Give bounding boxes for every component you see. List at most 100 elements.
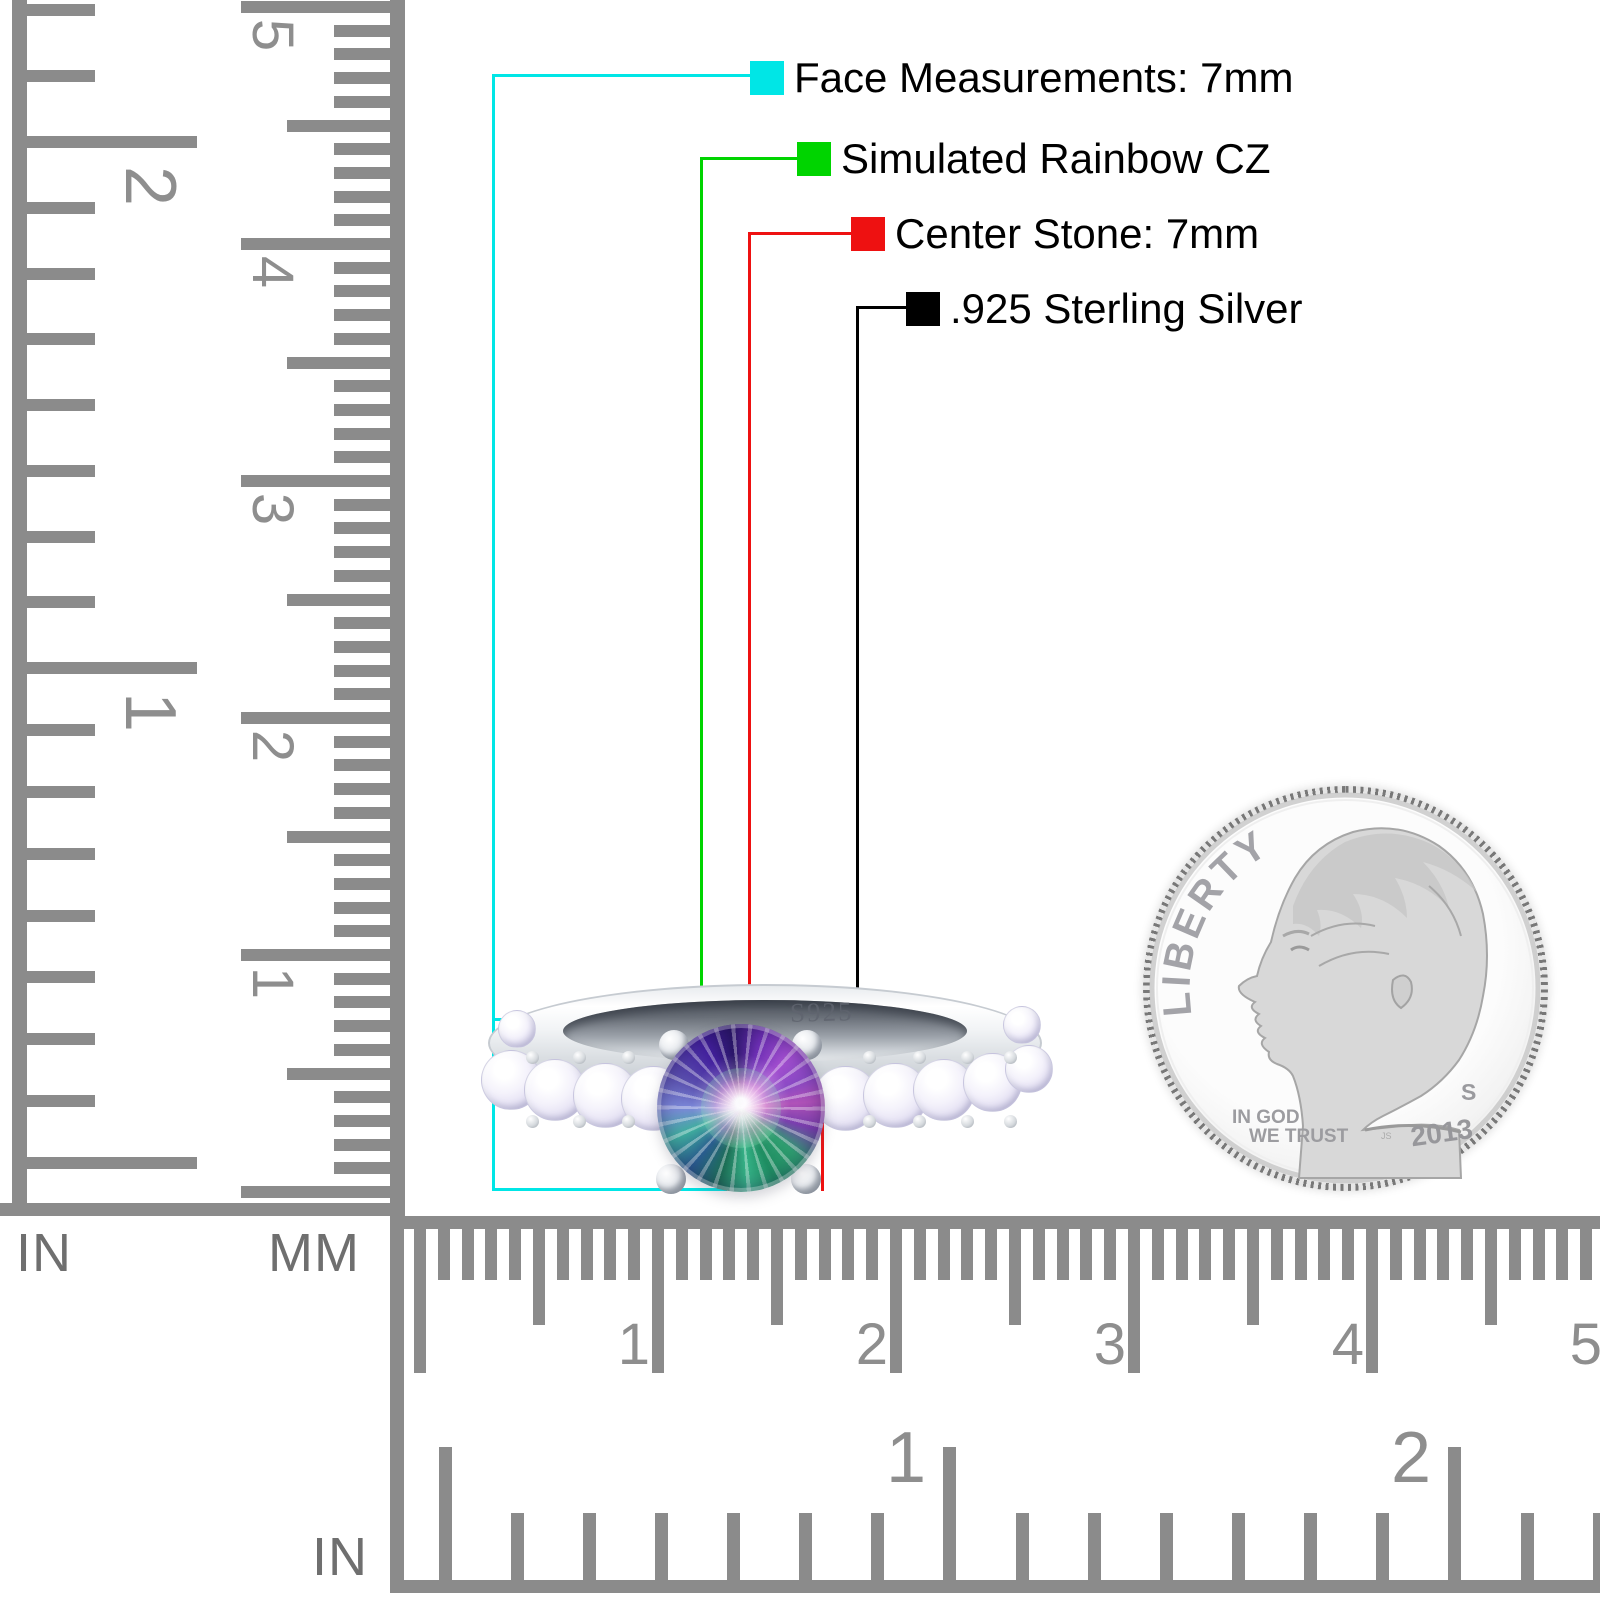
ruler-tick [334, 380, 390, 393]
ruler-tick [1151, 1229, 1164, 1280]
coin-date: 2013 [1409, 1113, 1475, 1152]
ruler-tick [334, 166, 390, 179]
face-leader-v [492, 74, 495, 1191]
ruler-tick [628, 1229, 641, 1280]
ruler-tick [287, 119, 390, 132]
ruler-tick [1532, 1229, 1545, 1280]
prong-claw [961, 1051, 974, 1064]
ruler-tick [334, 522, 390, 535]
ruler-tick [27, 530, 95, 543]
ruler-tick [1318, 1229, 1331, 1280]
ruler-tick [913, 1229, 926, 1280]
ruler-tick [582, 1513, 596, 1580]
ruler-tick [1342, 1229, 1355, 1280]
dime-artwork: LIBERTY IN GOD WE TRUST S 2013 JS [1149, 792, 1541, 1184]
ruler-tick [334, 877, 390, 890]
prong-claw [573, 1115, 586, 1128]
ruler-tick [461, 1229, 474, 1280]
ruler-number: 1 [110, 691, 190, 733]
cz-leader-h [702, 157, 799, 160]
ruler-tick [961, 1229, 974, 1280]
ruler-tick [27, 333, 95, 346]
band-end-stone [498, 1010, 536, 1048]
ruler-tick [866, 1229, 879, 1280]
ruler-tick [27, 847, 95, 860]
silver-leader-v [856, 306, 859, 1023]
ruler-tick [1159, 1513, 1173, 1580]
ruler-tick [287, 1067, 390, 1080]
ruler-tick [241, 1186, 390, 1198]
ruler-tick [937, 1229, 950, 1280]
hair-stroke [1310, 885, 1462, 967]
ruler-tick [1448, 1447, 1462, 1580]
prong-claw [526, 1115, 539, 1128]
ruler-tick [727, 1513, 741, 1580]
prong-claw [961, 1115, 974, 1128]
ruler-tick [654, 1513, 668, 1580]
ruler-tick [27, 1095, 95, 1108]
ruler-tick [334, 1020, 390, 1033]
ruler-tick [509, 1229, 522, 1280]
bottom-inch-ruler-edge [390, 1580, 1600, 1593]
ruler-tick [1104, 1229, 1117, 1280]
prong-claw [622, 1115, 635, 1128]
ruler-tick [27, 136, 197, 148]
ruler-tick [438, 1447, 452, 1580]
ruler-number: 1 [240, 966, 305, 1000]
ruler-tick [794, 1229, 807, 1280]
ruler-tick [1366, 1229, 1378, 1373]
ruler-tick [533, 1229, 545, 1325]
ruler-tick [1128, 1229, 1140, 1373]
ruler-tick [1556, 1229, 1569, 1280]
ruler-tick [334, 972, 390, 985]
ruler-tick [771, 1229, 783, 1325]
ruler-tick [699, 1229, 712, 1280]
ruler-number: 2 [1390, 1418, 1431, 1498]
ruler-tick [943, 1447, 957, 1580]
ruler-tick [556, 1229, 569, 1280]
ruler-tick [723, 1229, 736, 1280]
silver-leader-h [858, 306, 907, 309]
ruler-tick [287, 356, 390, 369]
ruler-tick [675, 1229, 688, 1280]
ruler-tick [287, 593, 390, 606]
ruler-tick [334, 427, 390, 440]
ruler-tick [1520, 1513, 1534, 1580]
ruler-tick [580, 1229, 593, 1280]
ruler-tick [334, 332, 390, 345]
ruler-tick [241, 712, 390, 724]
ruler-tick [1056, 1229, 1069, 1280]
stone-sparkle [700, 1067, 782, 1149]
prong-claw [863, 1051, 876, 1064]
ruler-tick [818, 1229, 831, 1280]
ruler-tick [334, 688, 390, 701]
ruler-tick [334, 1043, 390, 1056]
ruler-tick [27, 909, 95, 922]
ruler-number: 4 [1331, 1312, 1364, 1377]
ruler-tick [1175, 1229, 1188, 1280]
motto-line2: WE TRUST [1249, 1126, 1349, 1147]
mint-mark: S [1461, 1079, 1476, 1105]
eyebrow [1282, 929, 1310, 938]
face-leader-h [494, 74, 752, 77]
left-inch-ruler-edge [12, 0, 27, 1216]
ruler-tick [241, 1, 390, 13]
ruler-tick [1376, 1513, 1390, 1580]
ruler-number: 1 [617, 1312, 650, 1377]
ruler-tick [334, 1091, 390, 1104]
ruler-number: 2 [110, 165, 190, 207]
ruler-tick [414, 1229, 426, 1373]
ruler-tick [334, 72, 390, 85]
ruler-number: 5 [1569, 1312, 1600, 1377]
ruler-tick [1223, 1229, 1236, 1280]
ruler-tick [241, 475, 390, 487]
face-measurement-label: Face Measurements: 7mm [794, 54, 1294, 101]
ruler-tick [334, 664, 390, 677]
ruler-tick [27, 971, 95, 984]
ruler-tick [1592, 1513, 1600, 1580]
face-measurement-swatch [750, 61, 784, 95]
rainbow-cz-swatch [797, 142, 831, 176]
bottom-inch-unit-label: IN [312, 1527, 368, 1587]
ruler-tick [1294, 1229, 1307, 1280]
